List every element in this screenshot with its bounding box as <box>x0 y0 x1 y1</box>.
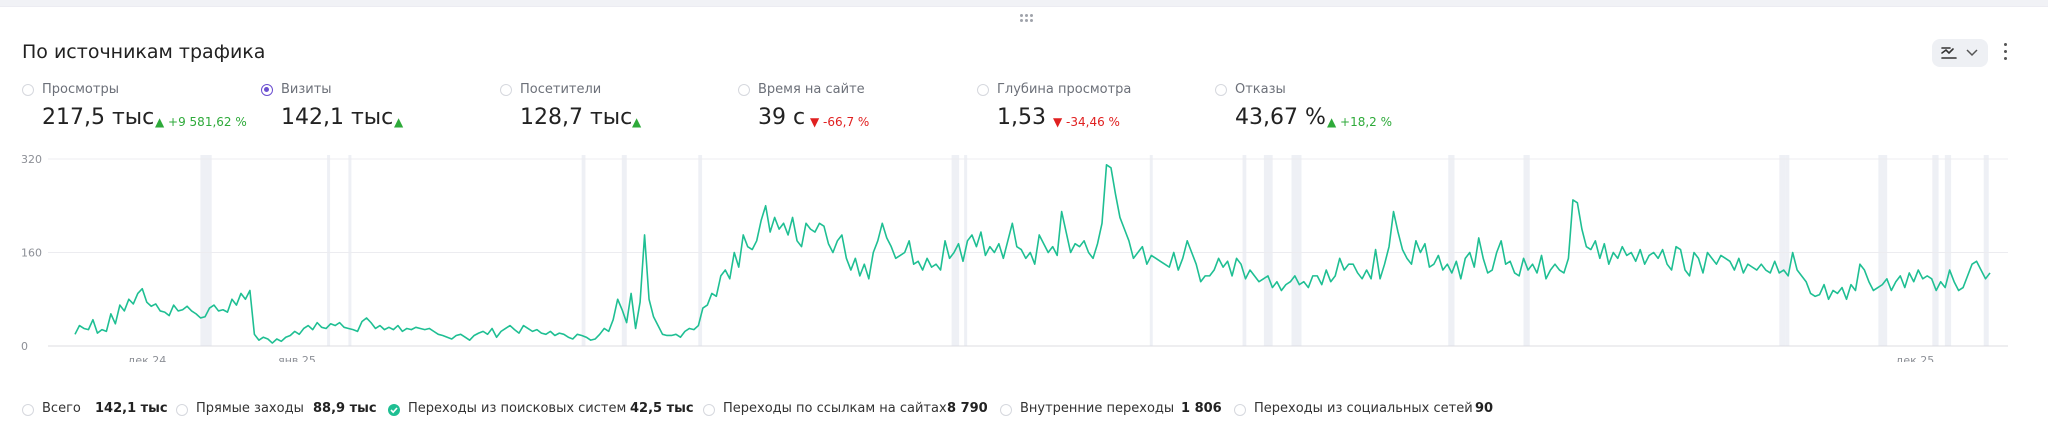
metric-label: Время на сайте <box>758 82 865 97</box>
highlight-band <box>348 155 352 346</box>
legend-value: 142,1 тыс <box>95 401 168 416</box>
highlight-band <box>1878 155 1888 346</box>
legend-radio[interactable] <box>176 404 188 416</box>
widget-title: По источникам трафика <box>22 41 266 63</box>
check-icon <box>390 407 398 414</box>
traffic-sources-widget: По источникам трафика Просмотры 217,5 ты… <box>0 6 2048 441</box>
highlight-band <box>621 155 627 346</box>
legend-radio[interactable] <box>1000 404 1012 416</box>
highlight-band <box>1291 155 1302 346</box>
metric-radio[interactable] <box>500 84 512 96</box>
metric-time-on-site[interactable]: Время на сайте 39 с ▼ -66,7 % <box>738 81 968 141</box>
highlight-band <box>1242 155 1247 346</box>
metric-bounce-rate[interactable]: Отказы 43,67 % ▲ +18,2 % <box>1215 81 1445 141</box>
chevron-down-icon <box>1966 49 1978 57</box>
chart-settings-icon <box>1941 47 1957 59</box>
metric-value: 128,7 тыс <box>520 105 633 130</box>
highlight-bands <box>200 155 1989 346</box>
legend-label: Прямые заходы <box>196 401 304 416</box>
metric-delta: ▲ <box>632 115 642 129</box>
highlight-band <box>698 155 703 346</box>
legend-label: Переходы из поисковых систем <box>408 401 627 416</box>
legend-value: 42,5 тыс <box>630 401 694 416</box>
legend-label: Всего <box>42 401 81 416</box>
metric-radio[interactable] <box>22 84 34 96</box>
highlight-band <box>1779 155 1786 346</box>
metric-radio[interactable] <box>261 84 273 96</box>
metric-label: Глубина просмотра <box>997 82 1132 97</box>
legend-radio[interactable] <box>703 404 715 416</box>
highlight-band <box>1983 155 1989 346</box>
metric-delta: ▼ -66,7 % <box>810 115 870 129</box>
x-tick-label: янв 25 <box>278 354 316 362</box>
legend-radio-checked[interactable] <box>388 404 400 416</box>
metric-label: Просмотры <box>42 82 119 97</box>
x-tick-label: дек 25 <box>1896 354 1935 362</box>
highlight-band <box>581 155 586 346</box>
legend-value: 90 <box>1475 401 1494 416</box>
metric-page-depth[interactable]: Глубина просмотра 1,53 ▼ -34,46 % <box>977 81 1207 141</box>
metric-label: Отказы <box>1235 82 1286 97</box>
metric-value: 1,53 <box>997 105 1046 130</box>
metric-value: 43,67 % <box>1235 105 1326 130</box>
metric-value: 39 с <box>758 105 806 130</box>
metric-value: 217,5 тыс <box>42 105 155 130</box>
metric-visits[interactable]: Визиты 142,1 тыс ▲ <box>261 81 491 141</box>
y-tick-label: 160 <box>21 247 42 260</box>
metric-visitors[interactable]: Посетители 128,7 тыс ▲ <box>500 81 730 141</box>
drag-handle-icon[interactable] <box>1020 14 1040 26</box>
highlight-band <box>1263 155 1273 346</box>
legend-value: 1 806 <box>1181 401 1222 416</box>
legend-label: Переходы по ссылкам на сайтах <box>723 401 947 416</box>
y-tick-label: 320 <box>21 153 42 166</box>
series-line-search-engines <box>74 164 1991 344</box>
legend-label: Переходы из социальных сетей <box>1254 401 1473 416</box>
metric-radio[interactable] <box>1215 84 1227 96</box>
highlight-band <box>1944 155 1952 346</box>
metric-delta: ▲ <box>394 115 404 129</box>
chart-grid <box>48 158 2008 347</box>
x-axis: дек 24 янв 25 дек 25 <box>128 354 1935 362</box>
metric-delta: ▲ +18,2 % <box>1327 115 1393 129</box>
legend-value: 8 790 <box>947 401 988 416</box>
more-vertical-icon[interactable] <box>1998 41 2014 63</box>
legend-radio[interactable] <box>22 404 34 416</box>
metric-delta: ▼ -34,46 % <box>1053 115 1120 129</box>
metric-radio[interactable] <box>977 84 989 96</box>
metric-value: 142,1 тыс <box>281 105 394 130</box>
highlight-band <box>1149 155 1153 346</box>
highlight-band <box>1523 155 1530 346</box>
metric-pageviews[interactable]: Просмотры 217,5 тыс ▲ +9 581,62 % <box>22 81 252 141</box>
legend-radio[interactable] <box>1234 404 1246 416</box>
chart-settings-button[interactable] <box>1932 39 1988 67</box>
y-tick-label: 0 <box>21 340 28 353</box>
highlight-band <box>200 155 212 346</box>
visits-line-chart: 0 160 320 дек 24 янв 25 дек 25 <box>21 153 2008 362</box>
metric-label: Посетители <box>520 82 602 97</box>
legend-label: Внутренние переходы <box>1020 401 1175 416</box>
y-axis: 0 160 320 <box>21 153 42 353</box>
highlight-band <box>1448 155 1455 346</box>
x-tick-label: дек 24 <box>128 354 167 362</box>
metric-radio[interactable] <box>738 84 750 96</box>
highlight-band <box>1932 155 1939 346</box>
metric-label: Визиты <box>281 82 332 97</box>
highlight-band <box>327 155 331 346</box>
metric-delta: ▲ +9 581,62 % <box>155 115 247 129</box>
legend-value: 88,9 тыс <box>313 401 377 416</box>
highlight-band <box>1785 155 1790 346</box>
